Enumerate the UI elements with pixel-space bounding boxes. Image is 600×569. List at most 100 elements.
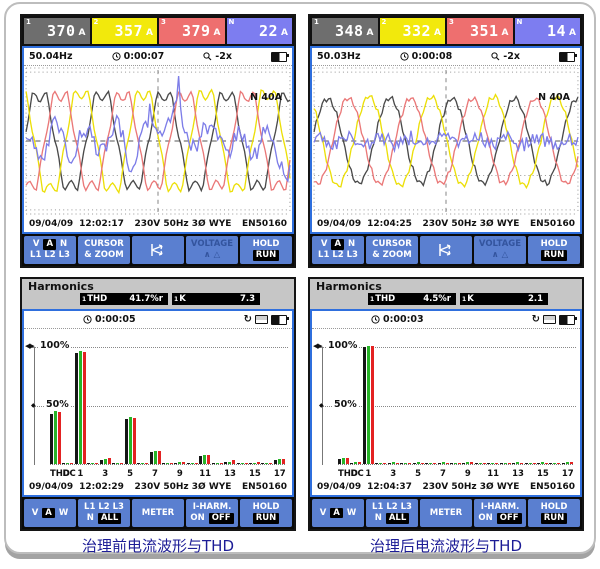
- badge-label: THD: [375, 294, 396, 304]
- memory-card-icon: [543, 315, 556, 324]
- badge-label: K: [467, 294, 474, 304]
- harmonic-bar: [153, 451, 157, 464]
- softkey-label: VOLTAGE: [190, 239, 234, 250]
- harmonic-bar: [462, 463, 466, 464]
- harmonic-bar: [379, 463, 383, 464]
- harmonic-bar: [219, 463, 223, 464]
- harmonic-bar: [186, 463, 190, 464]
- harmonic-bar: [404, 463, 408, 464]
- clock-icon: [399, 52, 409, 61]
- harmonic-bar-group: [174, 462, 186, 464]
- softkey-label: I-HARM.: [480, 502, 520, 513]
- harmonic-bar-group: [87, 463, 99, 464]
- badge-sup: 1: [174, 296, 179, 303]
- harmonic-bar: [383, 463, 387, 464]
- date: 09/04/09: [317, 482, 362, 492]
- harmonic-bar: [74, 353, 78, 464]
- harmonic-bar: [549, 463, 553, 464]
- softkey-label: METER: [429, 507, 463, 518]
- softkey-label: HOLD: [252, 239, 280, 250]
- softkey-voltage[interactable]: VOLTAGE ∧ △: [186, 236, 238, 264]
- frequency-readout: 50.03Hz: [317, 51, 361, 62]
- harmonics-title-band: Harmonics 1THD 41.7%r 1K 7.3: [22, 279, 294, 309]
- harmonic-bar: [169, 463, 173, 464]
- reading-l2: 2 332 A: [379, 18, 445, 44]
- softkey-iharm[interactable]: I-HARM. ON OFF: [186, 499, 238, 527]
- softkey-label: METER: [141, 507, 175, 518]
- harmonic-bar: [269, 463, 273, 464]
- ylabel-100: 100%: [326, 340, 360, 351]
- harmonic-bar: [236, 463, 240, 464]
- softkey-label: HOLD: [540, 239, 568, 250]
- x-axis-label: DC: [62, 469, 76, 479]
- x-axis-label: [112, 469, 123, 479]
- softkey-label: HOLD: [540, 502, 568, 513]
- softkey-phase-select[interactable]: L1 L2 L3 N ALL: [78, 499, 130, 527]
- softkey-label: I-HARM.: [192, 502, 232, 513]
- softkey-voltage[interactable]: VOLTAGE ∧ △: [474, 236, 526, 264]
- softkey-label: L1 L2 L3: [84, 502, 124, 513]
- time: 12:02:29: [79, 482, 124, 492]
- softkey-hold-run[interactable]: HOLD RUN: [240, 499, 292, 527]
- frequency-readout: 50.04Hz: [29, 51, 73, 62]
- harmonic-bar: [66, 463, 70, 464]
- softkey-hold-run[interactable]: HOLD RUN: [240, 236, 292, 264]
- reading-sup: N: [228, 18, 235, 26]
- softkey-label: V: [319, 507, 327, 518]
- phase-current-readings: 1 370 A 2 357 A 3 379 A N 22 A: [22, 16, 294, 46]
- memory-card-icon: [255, 315, 268, 324]
- harmonic-bar: [215, 463, 219, 464]
- harmonic-bar: [244, 463, 248, 464]
- harmonic-bar: [545, 463, 548, 464]
- bars-row: [338, 338, 573, 465]
- harmonic-bar: [58, 412, 61, 464]
- harmonic-bar: [87, 463, 91, 464]
- softkey-trend[interactable]: [420, 236, 472, 264]
- softkey-cursor-zoom[interactable]: CURSOR & ZOOM: [78, 236, 130, 264]
- x-axis-label: [475, 469, 486, 479]
- phasor-delta-icons: ∧ △: [491, 250, 509, 260]
- softkey-active: OFF: [208, 513, 234, 524]
- x-axis-label: 15: [249, 469, 261, 479]
- gridline-50: [320, 406, 576, 407]
- softkey-cursor-zoom[interactable]: CURSOR & ZOOM: [366, 236, 418, 264]
- softkey-label: N: [374, 513, 382, 523]
- harmonic-bar-group: [425, 463, 437, 464]
- info-bar: 09/04/09 12:02:17 230V 50Hz 3Ø WYE EN5016…: [24, 216, 292, 232]
- x-axis-label: 9: [176, 469, 183, 479]
- softkey-phase-select[interactable]: L1 L2 L3 N ALL: [366, 499, 418, 527]
- waveform-trace: [25, 89, 291, 193]
- softkey-label: N: [86, 513, 94, 523]
- x-axis-label: 13: [224, 469, 236, 479]
- softkey-hold-run[interactable]: HOLD RUN: [528, 236, 580, 264]
- x-axis-label: 1: [365, 469, 372, 479]
- softkey-iharm[interactable]: I-HARM. ON OFF: [474, 499, 526, 527]
- elapsed-timer: 0:00:05: [94, 314, 136, 325]
- harmonics-bar-chart: ◀▶ ◆ 100% 50% THD DC 1 3 5 7 9 11 13 15 17: [312, 328, 580, 479]
- softkey-meter[interactable]: METER: [420, 499, 472, 527]
- harmonic-bar: [499, 463, 503, 464]
- reading-value: 370: [46, 22, 76, 40]
- harmonic-bar: [425, 463, 429, 464]
- clock-icon: [371, 315, 380, 324]
- x-axis-label: [400, 469, 411, 479]
- softkey-label: HOLD: [252, 502, 280, 513]
- harmonic-bar: [420, 463, 424, 464]
- softkey-active: A: [331, 239, 345, 250]
- reading-unit: A: [366, 27, 374, 38]
- softkey-trend[interactable]: [132, 236, 184, 264]
- harmonic-bar: [487, 463, 491, 464]
- softkey-label: L1 L2 L3: [372, 502, 412, 513]
- axis-range-arrows-icon: ◀▶: [313, 342, 323, 350]
- harmonic-bar: [141, 463, 145, 464]
- softkey-hold-run[interactable]: HOLD RUN: [528, 499, 580, 527]
- reading-sup: 2: [381, 18, 387, 26]
- harmonic-bar: [362, 347, 366, 464]
- softkey-meter[interactable]: METER: [132, 499, 184, 527]
- reading-value: 379: [181, 22, 211, 40]
- harmonic-bar: [95, 463, 99, 464]
